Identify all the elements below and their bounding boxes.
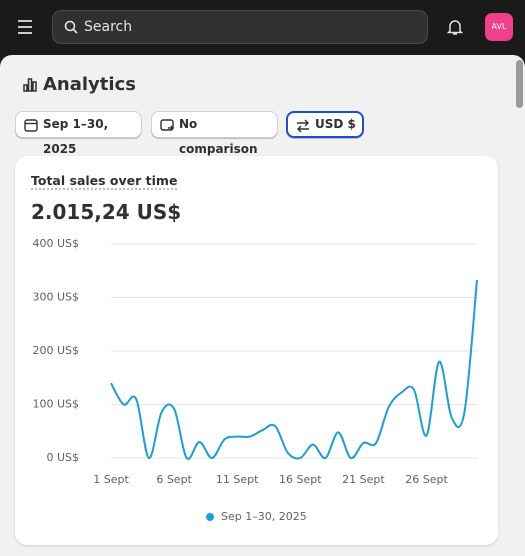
legend-marker bbox=[206, 513, 214, 521]
currency: USD $ bbox=[315, 117, 356, 131]
compare-icon bbox=[160, 119, 174, 131]
y-tick-label: 300 US$ bbox=[32, 291, 79, 304]
y-tick-label: 400 US$ bbox=[32, 237, 79, 250]
main: Analytics Sep 1–30, 2025 No comparison U… bbox=[0, 55, 525, 556]
line-series bbox=[110, 279, 478, 460]
x-tick-label: 11 Sept bbox=[216, 473, 259, 486]
swap-icon bbox=[297, 119, 309, 133]
y-tick-label: 100 US$ bbox=[32, 398, 79, 411]
top-bar: Search AVL bbox=[0, 0, 525, 55]
x-tick-label: 16 Sept bbox=[279, 473, 322, 486]
total-sales: 2.015,24 US$ bbox=[31, 200, 182, 224]
scrollbar[interactable] bbox=[516, 60, 523, 108]
comparison: No comparison bbox=[179, 117, 258, 156]
y-tick-label: 200 US$ bbox=[32, 344, 79, 357]
card-title[interactable]: Total sales over time bbox=[31, 173, 178, 190]
chart-card: Total sales over time 2.015,24 US$ 0 US$… bbox=[15, 156, 498, 545]
date-range: Sep 1–30, 2025 bbox=[43, 117, 109, 156]
y-tick-label: 0 US$ bbox=[46, 451, 79, 464]
page-title: Analytics bbox=[43, 74, 136, 95]
calendar-icon bbox=[24, 119, 38, 132]
search-icon bbox=[64, 20, 78, 34]
x-tick-label: 1 Sept bbox=[93, 473, 129, 486]
x-tick-label: 6 Sept bbox=[156, 473, 192, 486]
avatar[interactable]: AVL bbox=[485, 13, 513, 41]
menu-icon[interactable] bbox=[17, 19, 33, 35]
x-tick-label: 21 Sept bbox=[342, 473, 385, 486]
currency-button[interactable]: USD $ bbox=[286, 111, 364, 138]
analytics-icon bbox=[23, 78, 37, 92]
search-box[interactable]: Search bbox=[52, 10, 428, 44]
x-tick-label: 26 Sept bbox=[405, 473, 448, 486]
chart: 0 US$ 100 US$ 200 US$ 300 US$ 400 US$ 1 Sept 6… bbox=[32, 237, 478, 523]
bell-icon[interactable] bbox=[447, 19, 463, 36]
legend-label: Sep 1–30, 2025 bbox=[221, 510, 307, 523]
date-button[interactable]: Sep 1–30, 2025 bbox=[15, 111, 142, 156]
comparison-button[interactable]: No comparison bbox=[151, 111, 278, 156]
search-placeholder: Search bbox=[84, 19, 133, 35]
